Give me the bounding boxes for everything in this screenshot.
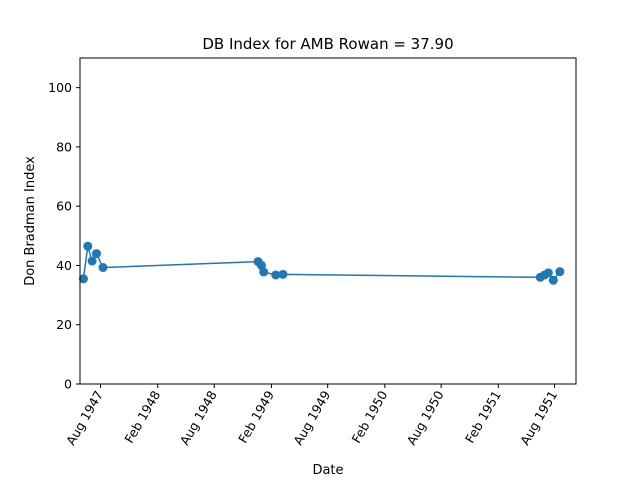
data-point [87,256,97,266]
y-tick-label: 40 [56,258,72,273]
chart-title: DB Index for AMB Rowan = 37.90 [202,35,453,53]
y-tick-label: 60 [56,199,72,214]
x-tick-label: Feb 1948 [121,388,163,446]
x-tick-label: Aug 1949 [290,388,333,448]
y-axis-label: Don Bradman Index [23,156,38,286]
data-point [548,275,558,285]
series-layer [78,241,565,285]
y-tick-label: 0 [64,377,72,392]
x-tick-label: Aug 1951 [517,388,560,448]
x-tick-label: Aug 1947 [63,388,106,448]
data-point [271,270,281,280]
data-point [278,269,288,279]
x-tick-label: Aug 1948 [177,388,220,448]
data-point [91,249,101,259]
data-point [259,267,269,277]
data-point [555,267,565,277]
plot-background [80,58,576,384]
x-axis: Aug 1947 Feb 1948 Aug 1948 Feb 1949 Aug 1949… [63,384,560,448]
y-tick-label: 20 [56,317,72,332]
x-axis-label: Date [312,463,343,478]
data-point [543,268,553,278]
plot-area [78,57,577,385]
y-tick-label: 80 [56,139,72,154]
data-point [98,263,108,273]
data-point [83,241,93,251]
data-point [78,274,88,284]
y-tick-label: 100 [48,80,72,95]
x-tick-label: Feb 1949 [235,388,277,446]
x-tick-label: Aug 1950 [404,388,447,448]
x-tick-label: Feb 1950 [349,388,391,446]
y-axis: 0 20 40 60 80 100 [48,80,80,392]
x-tick-label: Feb 1951 [462,388,504,446]
